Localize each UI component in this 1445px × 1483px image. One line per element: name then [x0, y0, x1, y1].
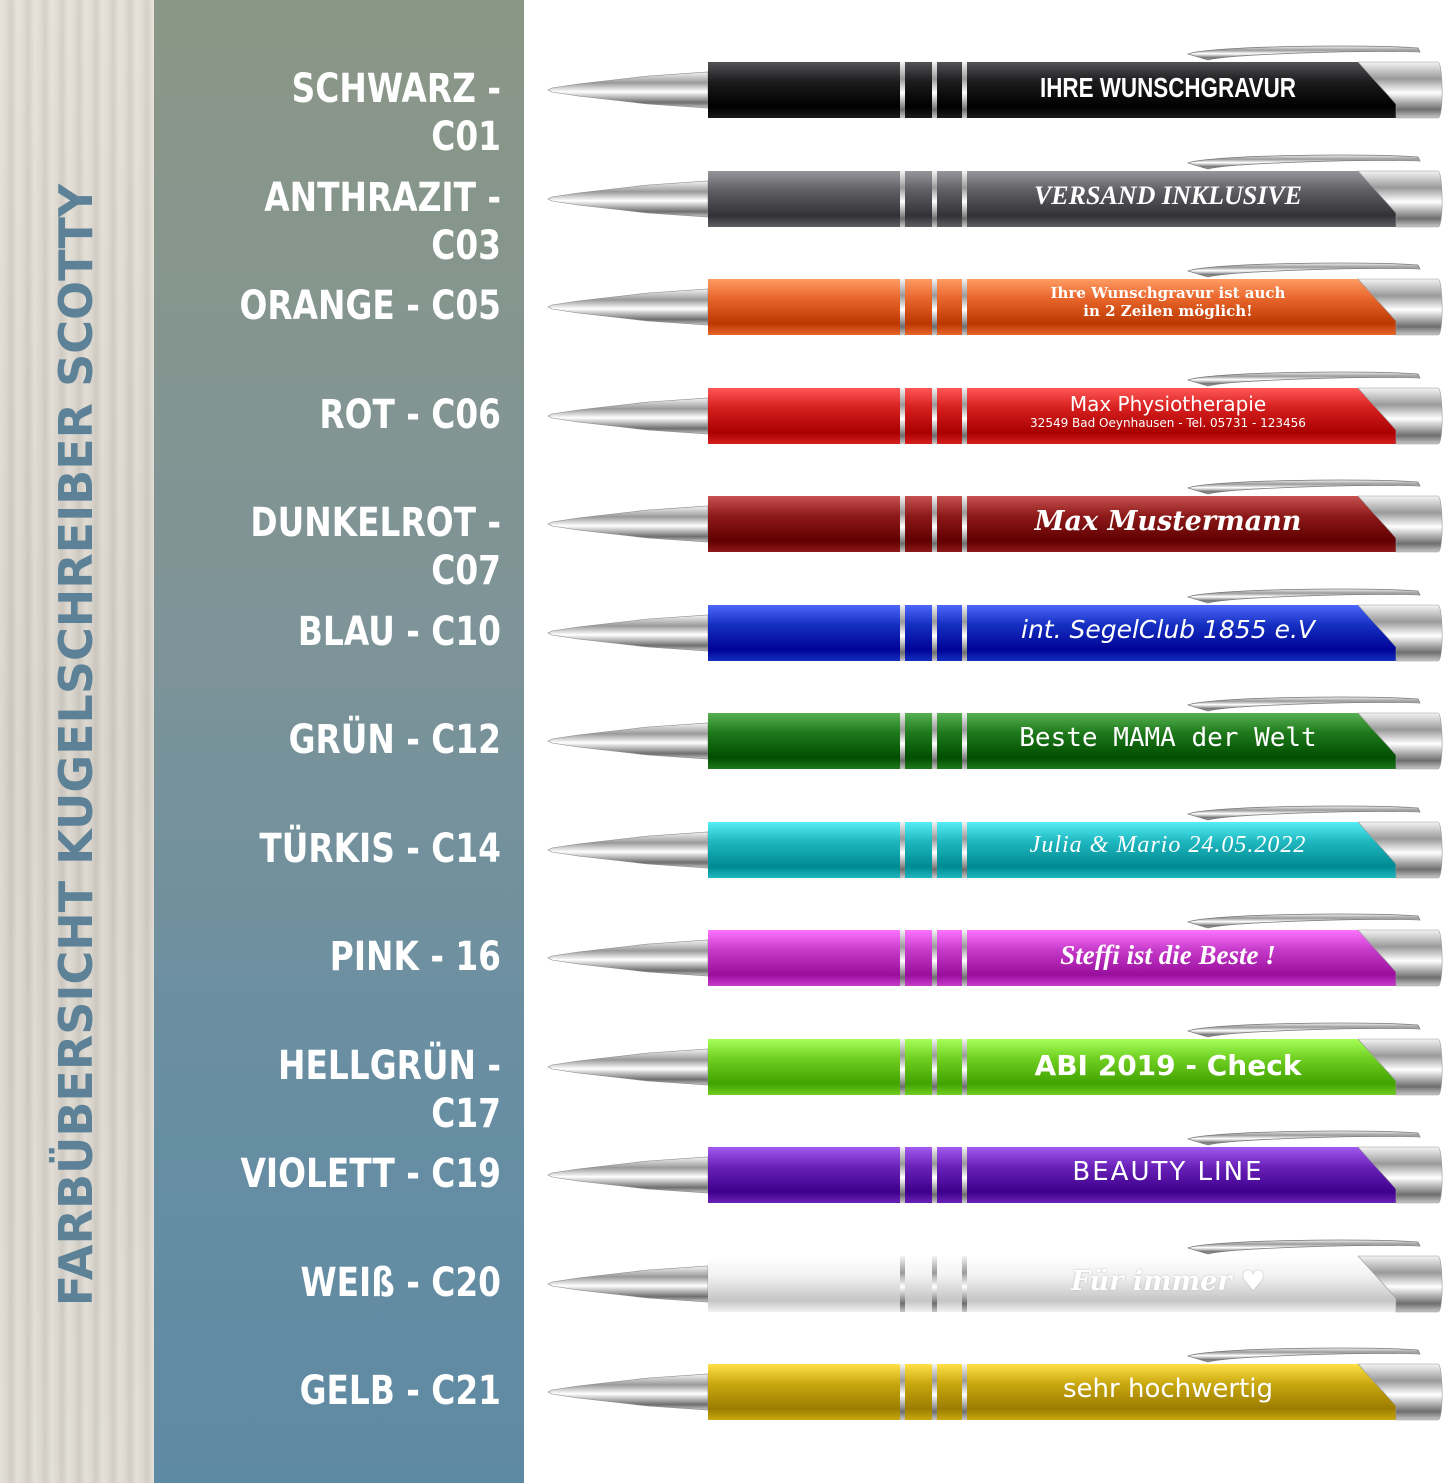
color-label: BLAU - C10 — [297, 608, 501, 655]
engraving-text: Für immer ♥ — [1070, 1265, 1266, 1297]
pen-graphic — [547, 805, 1443, 878]
pen-item: BEAUTY LINE — [547, 1130, 1443, 1213]
pen-graphic — [547, 1239, 1443, 1312]
color-label: TÜRKIS - C14 — [259, 825, 501, 872]
color-label: HELLGRÜN - C17 — [278, 1042, 501, 1137]
color-label: SCHWARZ - C01 — [291, 66, 501, 160]
color-label: GELB - C21 — [299, 1368, 501, 1414]
pen-item: int. SegelClub 1855 e.V — [547, 588, 1443, 671]
color-label: ANTHRAZIT - C03 — [264, 174, 501, 269]
pen-graphic — [547, 1130, 1443, 1204]
pen-item: Max Physiotherapie 32549 Bad Oeynhausen -… — [547, 371, 1443, 454]
engraving-text: Max Mustermann — [1034, 506, 1302, 537]
pen-graphic — [547, 154, 1443, 227]
engraving-line-2: 32549 Bad Oeynhausen - Tel. 05731 - 1234… — [1030, 415, 1306, 430]
color-label: VIOLETT - C19 — [240, 1151, 502, 1197]
color-label: ORANGE - C05 — [239, 283, 501, 329]
pen-graphic — [547, 1347, 1443, 1421]
pen-graphic — [547, 696, 1443, 770]
color-label: ROT - C06 — [319, 391, 501, 438]
engraving-text: Steffi ist die Beste ! — [1060, 940, 1276, 970]
pen-item: VERSAND INKLUSIVE — [547, 154, 1443, 237]
engraving-text: VERSAND INKLUSIVE — [1033, 180, 1303, 210]
engraving-text: Julia & Mario 24.05.2022 — [1029, 831, 1307, 858]
engraving-text: BEAUTY LINE — [1072, 1157, 1264, 1187]
pen-item: Für immer ♥ — [547, 1239, 1443, 1322]
pen-item: Max Mustermann — [547, 479, 1443, 562]
engraving-line-1: Ihre Wunschgravur ist auch — [1050, 284, 1286, 302]
pen-item: sehr hochwertig — [547, 1347, 1443, 1430]
engraving-text: ABI 2019 - Check — [1034, 1048, 1302, 1082]
color-label: DUNKELROT - C07 — [250, 500, 501, 594]
vertical-title: FARBÜBERSICHT KUGELSCHREIBER SCOTTY — [49, 183, 103, 1307]
pen-graphic — [547, 588, 1443, 661]
pen-item: IHRE WUNSCHGRAVUR — [547, 45, 1443, 128]
pen-list: IHRE WUNSCHGRAVUR V — [524, 0, 1445, 1483]
pen-item: Ihre Wunschgravur ist auch in 2 Zeilen mö… — [547, 262, 1443, 345]
engraving-line-1: Max Physiotherapie — [1069, 391, 1267, 416]
pen-graphic — [547, 913, 1443, 987]
label-panel — [154, 0, 524, 1483]
pen-item: Beste MAMA der Welt — [547, 696, 1443, 779]
engraving-line-2: in 2 Zeilen möglich! — [1083, 302, 1253, 320]
engraving-text: Beste MAMA der Welt — [1019, 723, 1317, 753]
engraving-text: int. SegelClub 1855 e.V — [1021, 614, 1315, 644]
color-label: PINK - 16 — [329, 934, 501, 980]
color-label: WEIß - C20 — [300, 1259, 501, 1306]
pen-item: Julia & Mario 24.05.2022 — [547, 805, 1443, 888]
pen-item: Steffi ist die Beste ! — [547, 913, 1443, 996]
pen-graphic — [547, 45, 1443, 119]
pen-graphic — [547, 371, 1443, 444]
wood-texture-strip — [0, 0, 154, 1483]
pen-item: ABI 2019 - Check — [547, 1022, 1443, 1105]
pen-graphic — [547, 262, 1443, 336]
pen-graphic — [547, 1022, 1443, 1095]
engraving-text: sehr hochwertig — [1062, 1374, 1273, 1404]
color-label: GRÜN - C12 — [288, 717, 501, 763]
pen-graphic — [547, 479, 1443, 553]
engraving-text: IHRE WUNSCHGRAVUR — [1040, 72, 1296, 103]
